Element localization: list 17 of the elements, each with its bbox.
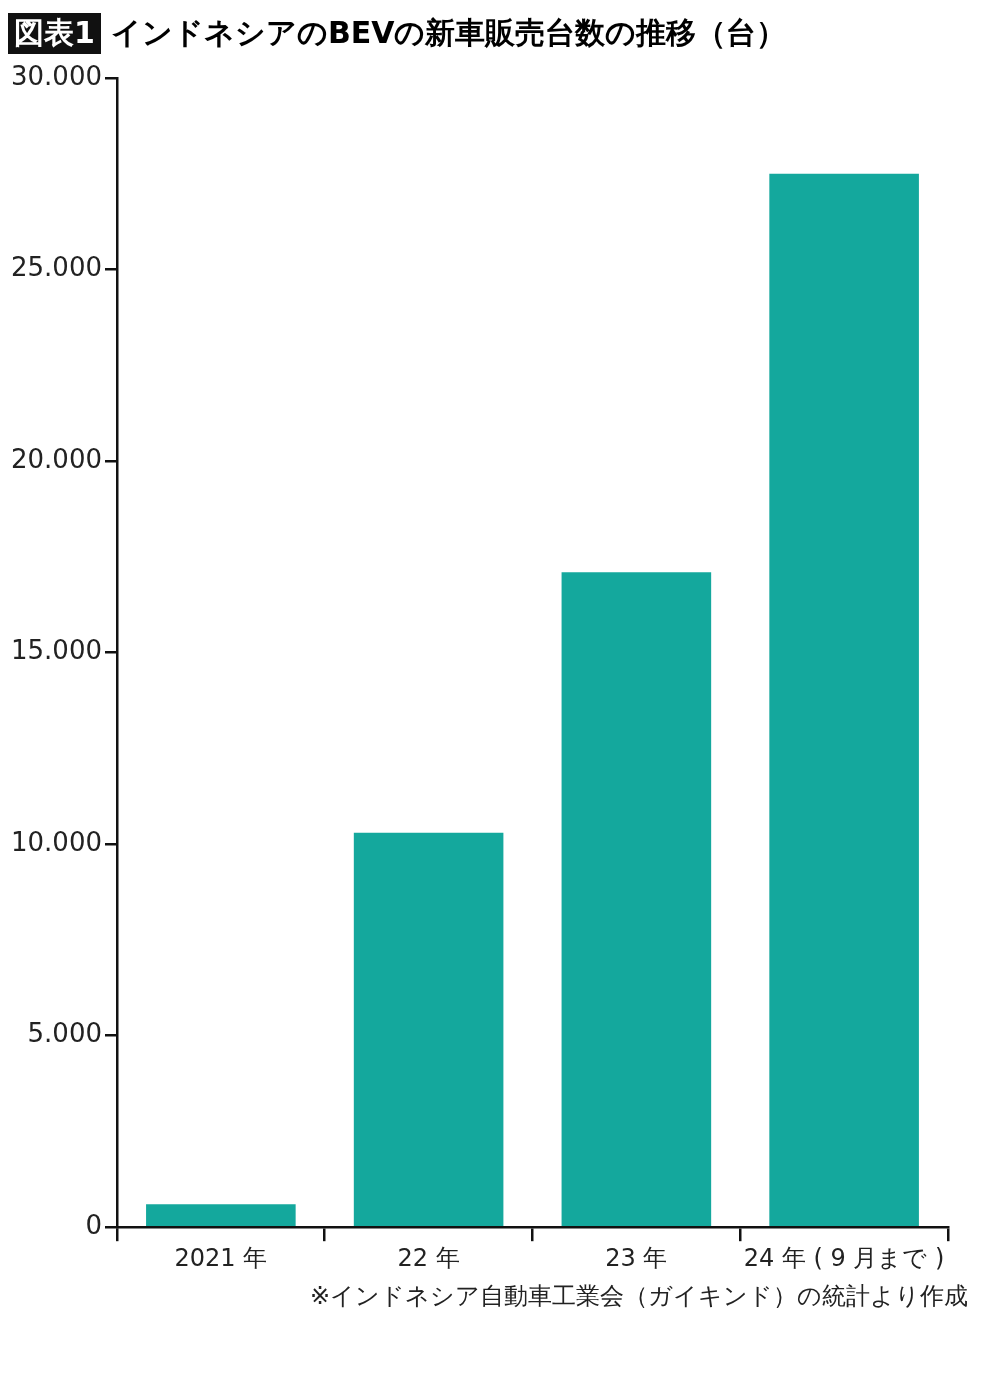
bar — [561, 572, 712, 1226]
y-tick-label: 20.000 — [10, 443, 102, 474]
y-tick-label: 5.000 — [27, 1018, 102, 1049]
bar — [353, 832, 504, 1226]
chart-title: 図表1 インドネシアのBEVの新車販売台数の推移（台） — [13, 13, 787, 52]
bar — [769, 173, 919, 1226]
y-tick-label: 0 — [85, 1209, 102, 1240]
y-tick-label: 25.000 — [10, 252, 102, 283]
x-tick-label: 24 年 ( 9 月まで ) — [743, 1243, 945, 1272]
x-tick-label: 2021 年 — [174, 1243, 268, 1272]
y-tick-label: 30.000 — [10, 60, 102, 91]
text: ※インドネシア自動車工業会（ガイキンド）の統計より作成 — [308, 1281, 968, 1312]
y-tick-label: 15.000 — [10, 635, 102, 666]
bar — [146, 1204, 296, 1226]
y-tick-label: 10.000 — [10, 826, 102, 857]
x-tick-label: 22 年 — [397, 1243, 460, 1272]
x-tick-label: 23 年 — [605, 1243, 668, 1272]
